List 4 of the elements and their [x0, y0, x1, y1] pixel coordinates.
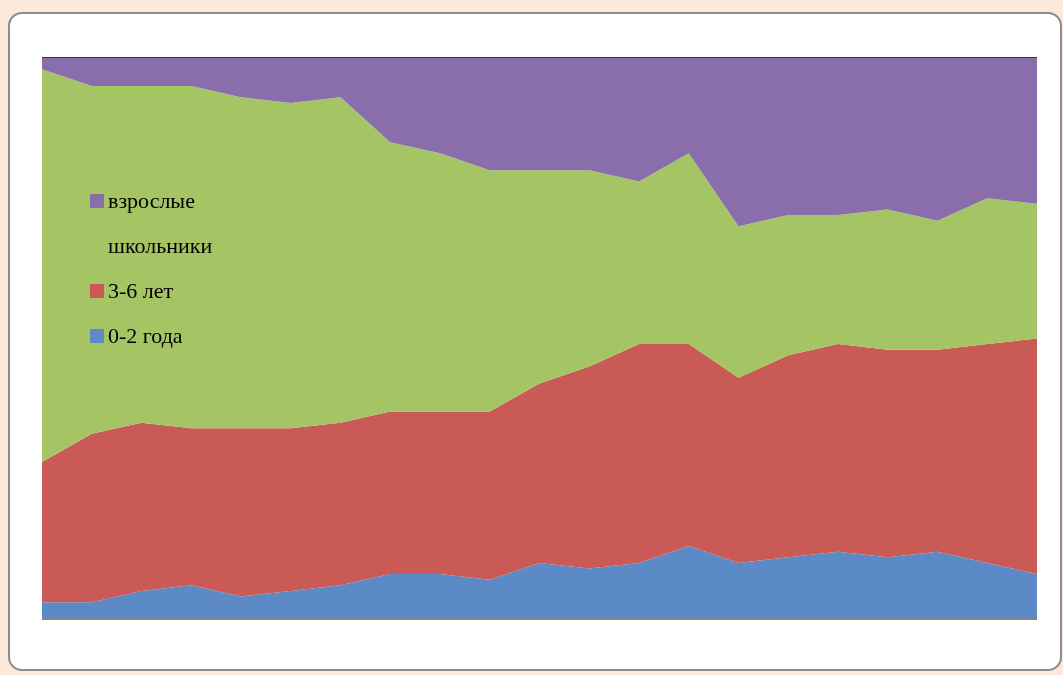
series-label: школьники	[108, 232, 213, 259]
legend-label: 3-6 лет	[108, 277, 174, 304]
legend-label: 0-2 года	[108, 322, 183, 349]
legend-label: взрослые	[108, 187, 195, 214]
